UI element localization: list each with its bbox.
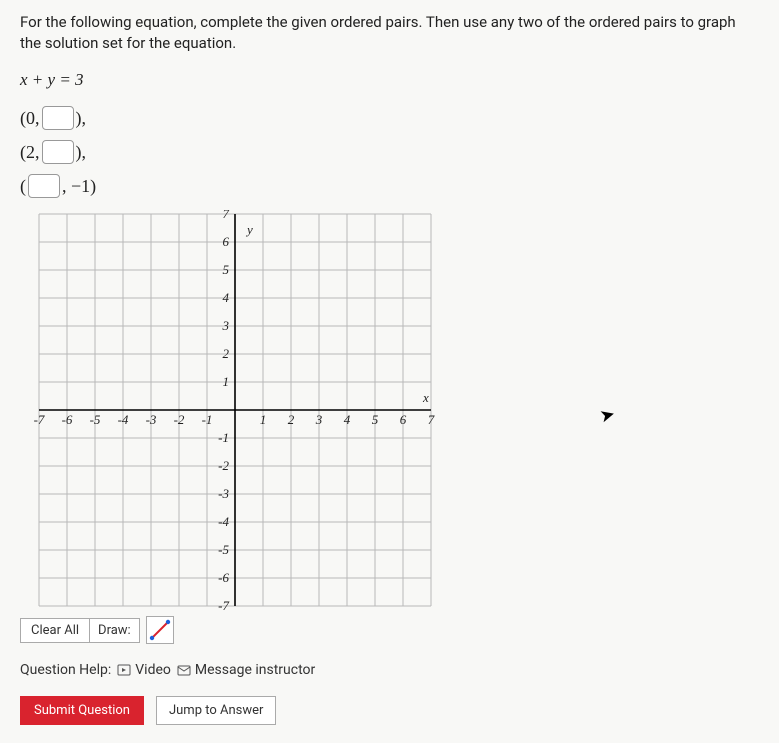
- mail-icon: [177, 663, 191, 677]
- svg-text:-2: -2: [218, 458, 229, 473]
- svg-text:3: 3: [315, 412, 323, 427]
- pair-prefix: (0,: [20, 108, 40, 129]
- pair-prefix: (: [20, 176, 26, 197]
- pair-suffix: ),: [76, 142, 87, 163]
- svg-text:-5: -5: [218, 542, 229, 557]
- ordered-pair-row: ( , −1): [20, 172, 759, 200]
- draw-toolbar: Clear All Draw:: [20, 616, 759, 644]
- message-label: Message instructor: [195, 662, 315, 678]
- submit-question-button[interactable]: Submit Question: [20, 696, 144, 725]
- clear-all-button[interactable]: Clear All: [20, 618, 90, 643]
- pair-blank-input[interactable]: [28, 174, 60, 198]
- svg-text:-3: -3: [146, 412, 157, 427]
- svg-text:4: 4: [344, 412, 351, 427]
- svg-text:6: 6: [223, 234, 230, 249]
- svg-text:7: 7: [428, 412, 435, 427]
- svg-text:2: 2: [288, 412, 295, 427]
- svg-text:-4: -4: [118, 412, 129, 427]
- help-prefix: Question Help:: [20, 662, 111, 678]
- svg-text:1: 1: [223, 374, 230, 389]
- cursor-icon: ➤: [598, 403, 618, 427]
- video-link[interactable]: Video: [117, 662, 171, 678]
- svg-text:-1: -1: [218, 430, 229, 445]
- svg-text:6: 6: [400, 412, 407, 427]
- svg-text:7: 7: [223, 210, 230, 221]
- bottom-button-row: Submit Question Jump to Answer: [20, 696, 759, 725]
- pair-blank-input[interactable]: [42, 106, 74, 130]
- svg-text:4: 4: [223, 290, 230, 305]
- svg-text:y: y: [245, 222, 253, 237]
- svg-text:5: 5: [223, 262, 230, 277]
- question-help-row: Question Help: Video Message instructor: [20, 662, 759, 678]
- draw-label: Draw:: [90, 618, 140, 643]
- pair-blank-input[interactable]: [42, 140, 74, 164]
- svg-text:-1: -1: [202, 412, 213, 427]
- svg-text:-7: -7: [218, 598, 229, 610]
- equation-text: x + y = 3: [20, 70, 759, 90]
- svg-text:-5: -5: [90, 412, 101, 427]
- svg-text:-6: -6: [218, 570, 229, 585]
- ordered-pairs: (0,),(2,),(, −1): [20, 104, 759, 200]
- video-icon: [117, 663, 131, 677]
- ordered-pair-row: (2,),: [20, 138, 759, 166]
- svg-text:x: x: [422, 390, 429, 405]
- svg-text:5: 5: [372, 412, 379, 427]
- svg-text:-2: -2: [174, 412, 185, 427]
- pair-suffix: ),: [76, 108, 87, 129]
- jump-to-answer-button[interactable]: Jump to Answer: [156, 696, 276, 725]
- message-instructor-link[interactable]: Message instructor: [177, 662, 315, 678]
- coordinate-graph[interactable]: -7 -6 -5 -4 -3 -2 -1 1 2 3 4 5 6 7 -7 -6 -5 -4 -3 -2 -1 1 2 3 4 5…: [20, 210, 450, 610]
- pair-suffix: , −1): [62, 176, 96, 197]
- svg-text:-6: -6: [62, 412, 73, 427]
- line-tool-button[interactable]: [146, 616, 174, 644]
- ordered-pair-row: (0,),: [20, 104, 759, 132]
- svg-text:-4: -4: [218, 514, 229, 529]
- pair-prefix: (2,: [20, 142, 40, 163]
- svg-text:-3: -3: [218, 486, 229, 501]
- question-prompt: For the following equation, complete the…: [20, 12, 759, 54]
- svg-text:3: 3: [222, 318, 230, 333]
- svg-text:-7: -7: [34, 412, 45, 427]
- video-label: Video: [135, 662, 171, 678]
- line-tool-icon: [149, 619, 171, 641]
- svg-text:2: 2: [223, 346, 230, 361]
- svg-text:1: 1: [260, 412, 267, 427]
